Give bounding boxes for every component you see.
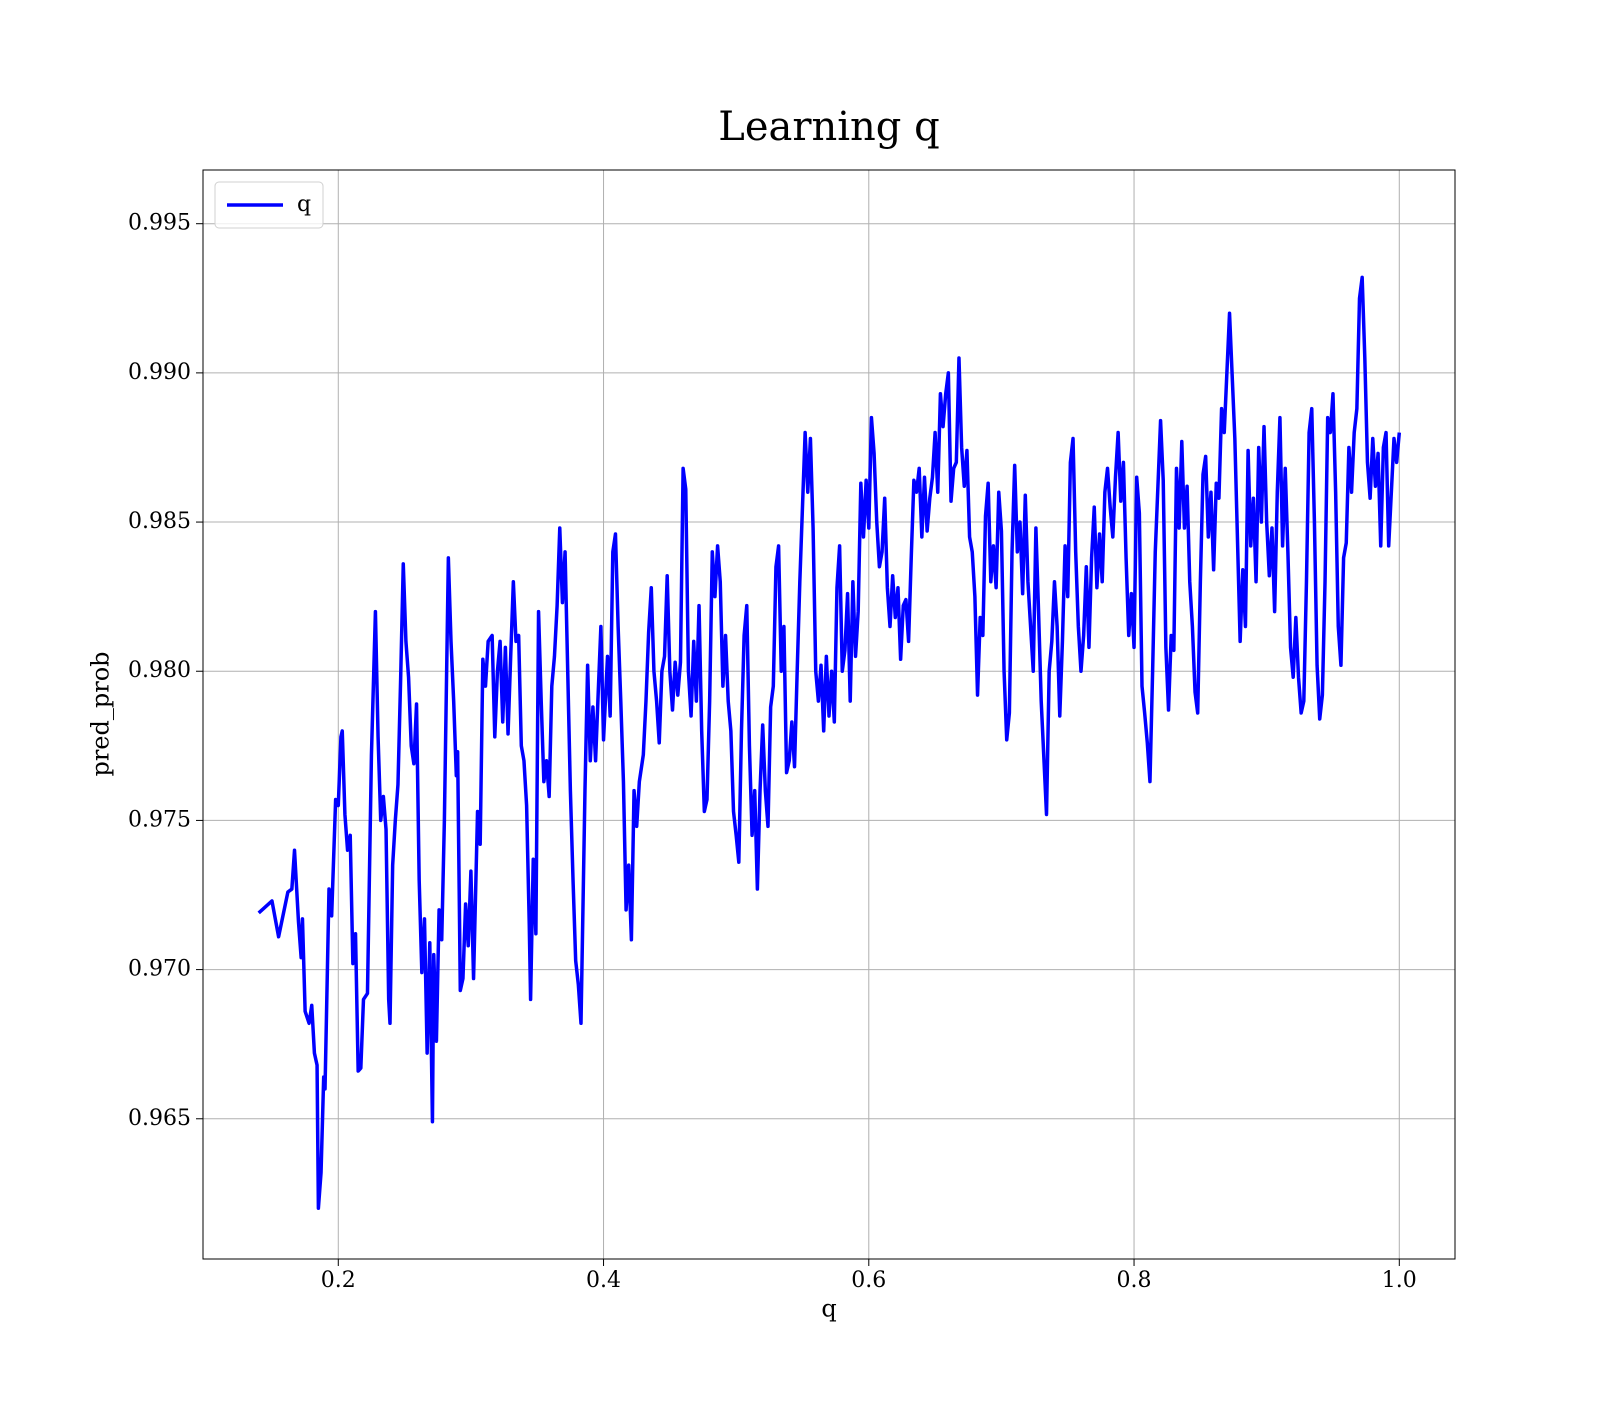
plot-frame: [202, 169, 1456, 1260]
legend-label: q: [297, 192, 311, 217]
x-tick-label: 1.0: [1382, 1268, 1417, 1293]
y-tick-label: 0.970: [128, 957, 191, 982]
y-tick-label: 0.995: [128, 211, 191, 236]
series-line: [257, 275, 1402, 1211]
x-tick-label: 0.2: [321, 1268, 356, 1293]
x-tick-label: 0.8: [1117, 1268, 1152, 1293]
y-axis-label: pred_prob: [87, 651, 115, 776]
y-tick-label: 0.975: [128, 807, 191, 832]
y-tick-label: 0.985: [128, 509, 191, 534]
y-tick-label: 0.990: [128, 360, 191, 385]
x-tick-label: 0.6: [851, 1268, 886, 1293]
y-tick-label: 0.965: [128, 1106, 191, 1131]
chart-title: Learning q: [718, 104, 939, 150]
x-tick-label: 0.4: [586, 1268, 621, 1293]
x-axis-label: q: [821, 1295, 836, 1323]
y-tick-label: 0.980: [128, 658, 191, 683]
